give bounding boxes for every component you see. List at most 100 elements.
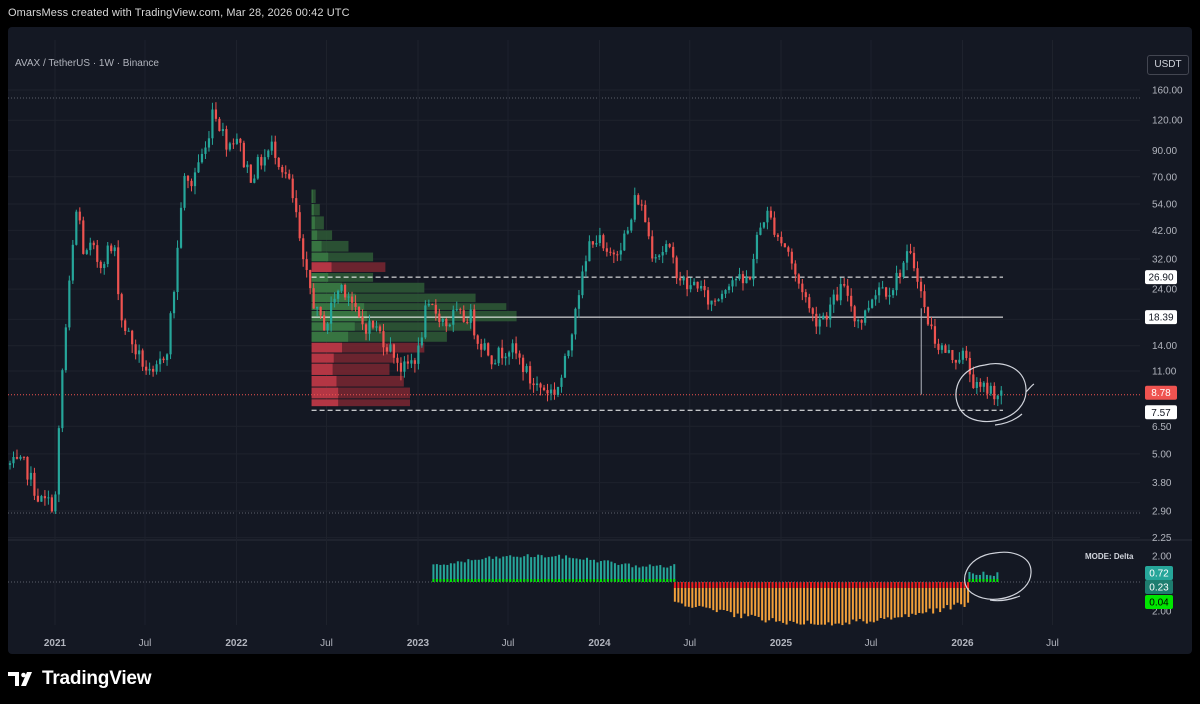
candle-body — [570, 334, 574, 351]
volume-profile-bar — [311, 331, 447, 342]
candle-body — [542, 387, 546, 391]
time-tick-label: Jul — [320, 638, 333, 649]
delta-bar-negative — [837, 588, 840, 624]
candle-body — [633, 195, 636, 220]
delta-bar-positive — [558, 554, 561, 582]
candle-body — [675, 257, 678, 279]
price-tick-label: 32.00 — [1152, 254, 1177, 265]
delta-bar-positive — [572, 558, 575, 582]
delta-bar-negative-top — [893, 582, 896, 588]
delta-bar-negative-top — [879, 582, 882, 588]
delta-bar-positive — [575, 558, 578, 582]
delta-bar-positive — [470, 560, 473, 582]
delta-bar-base — [592, 579, 595, 582]
delta-bar-positive — [989, 575, 992, 582]
delta-bar-negative-top — [900, 582, 903, 588]
delta-bar-negative-top — [789, 582, 792, 588]
delta-bar-negative — [792, 588, 795, 622]
delta-bar-negative — [876, 588, 879, 621]
candle-body — [155, 364, 158, 372]
delta-bar-base — [599, 579, 602, 582]
candle-body — [902, 262, 905, 277]
symbol-title: AVAX / TetherUS · 1W · Binance — [15, 58, 159, 69]
candle-body — [602, 235, 605, 249]
delta-bar-negative — [823, 588, 826, 625]
delta-bar-negative-top — [715, 582, 718, 588]
candle-body — [218, 118, 221, 132]
delta-bar-base — [519, 579, 522, 582]
candle-body — [228, 143, 231, 150]
delta-bar-positive — [467, 559, 470, 582]
candle-body — [836, 294, 839, 301]
time-axis[interactable]: 2021 Jul 2022 Jul 2023 Jul 2024 Jul 2025 Jul 2026 J… — [44, 638, 1059, 649]
candle-body — [403, 361, 406, 372]
delta-bar-negative — [806, 588, 809, 621]
delta-bar-positive — [565, 555, 568, 582]
delta-bar-negative — [698, 588, 701, 606]
candle-body — [769, 210, 773, 218]
candle-body — [954, 360, 957, 363]
volume-profile-bar — [311, 252, 374, 262]
delta-bar-negative — [963, 588, 966, 607]
delta-bar-base — [641, 579, 644, 582]
delta-bar-positive — [627, 563, 630, 582]
time-tick-label: 2022 — [225, 638, 248, 649]
price-badge — [1145, 405, 1177, 420]
candle-body — [179, 207, 183, 248]
delta-bar-base — [659, 579, 662, 582]
candle-body — [330, 302, 333, 324]
delta-bar-base — [495, 579, 498, 582]
candle-body — [563, 356, 567, 378]
delta-bar-negative — [911, 588, 914, 614]
delta-bar-base — [662, 579, 665, 582]
delta-histogram — [8, 554, 1140, 626]
candle-body — [82, 220, 85, 254]
candle-body — [916, 268, 919, 282]
candle-body — [926, 307, 930, 325]
delta-bar-negative-top — [844, 582, 847, 588]
candle-body — [270, 141, 273, 151]
candle-body — [734, 279, 738, 281]
delta-bar-base — [547, 579, 550, 582]
delta-bar-base — [481, 579, 484, 582]
candle-body — [239, 138, 242, 143]
price-axis[interactable]: 160.00 120.00 90.00 70.00 54.00 42.00 32.00 24.… — [1152, 86, 1183, 618]
delta-bar-negative-top — [680, 582, 683, 588]
candle-body — [940, 345, 944, 350]
volume-profile-bar-accent — [311, 293, 356, 303]
delta-bar-base — [613, 579, 616, 582]
delta-bar-positive — [544, 557, 547, 582]
candle-body — [371, 320, 375, 328]
delta-bar-negative — [680, 588, 683, 604]
candle-body — [221, 129, 225, 132]
delta-bar-positive — [568, 557, 571, 582]
candle-body — [148, 368, 151, 371]
time-tick-label: Jul — [683, 638, 696, 649]
candle-body — [553, 389, 556, 396]
candle-body — [396, 357, 399, 363]
candle-body — [333, 298, 336, 303]
delta-bar-negative — [687, 588, 690, 607]
candle-body — [12, 456, 15, 464]
delta-bar-negative-top — [851, 582, 854, 588]
tradingview-logo[interactable]: TradingView — [8, 668, 152, 690]
candle-body — [378, 326, 382, 332]
delta-bar-negative-top — [799, 582, 802, 588]
volume-profile-bar — [311, 303, 507, 310]
candle-body — [619, 250, 622, 255]
volume-profile-bar — [311, 363, 390, 375]
candle-body — [309, 270, 312, 289]
candle-body — [340, 284, 343, 291]
delta-bar-positive — [648, 564, 651, 582]
candle-body — [295, 198, 298, 213]
delta-bar-base — [992, 579, 995, 582]
delta-bar-negative-top — [775, 582, 778, 588]
candle-body — [605, 248, 608, 252]
candle-body — [469, 309, 472, 323]
candle-body — [794, 263, 797, 275]
currency-button[interactable]: USDT — [1147, 55, 1189, 75]
candle-body — [979, 382, 982, 387]
delta-bar-positive — [606, 560, 609, 582]
delta-bar-base — [516, 579, 519, 582]
